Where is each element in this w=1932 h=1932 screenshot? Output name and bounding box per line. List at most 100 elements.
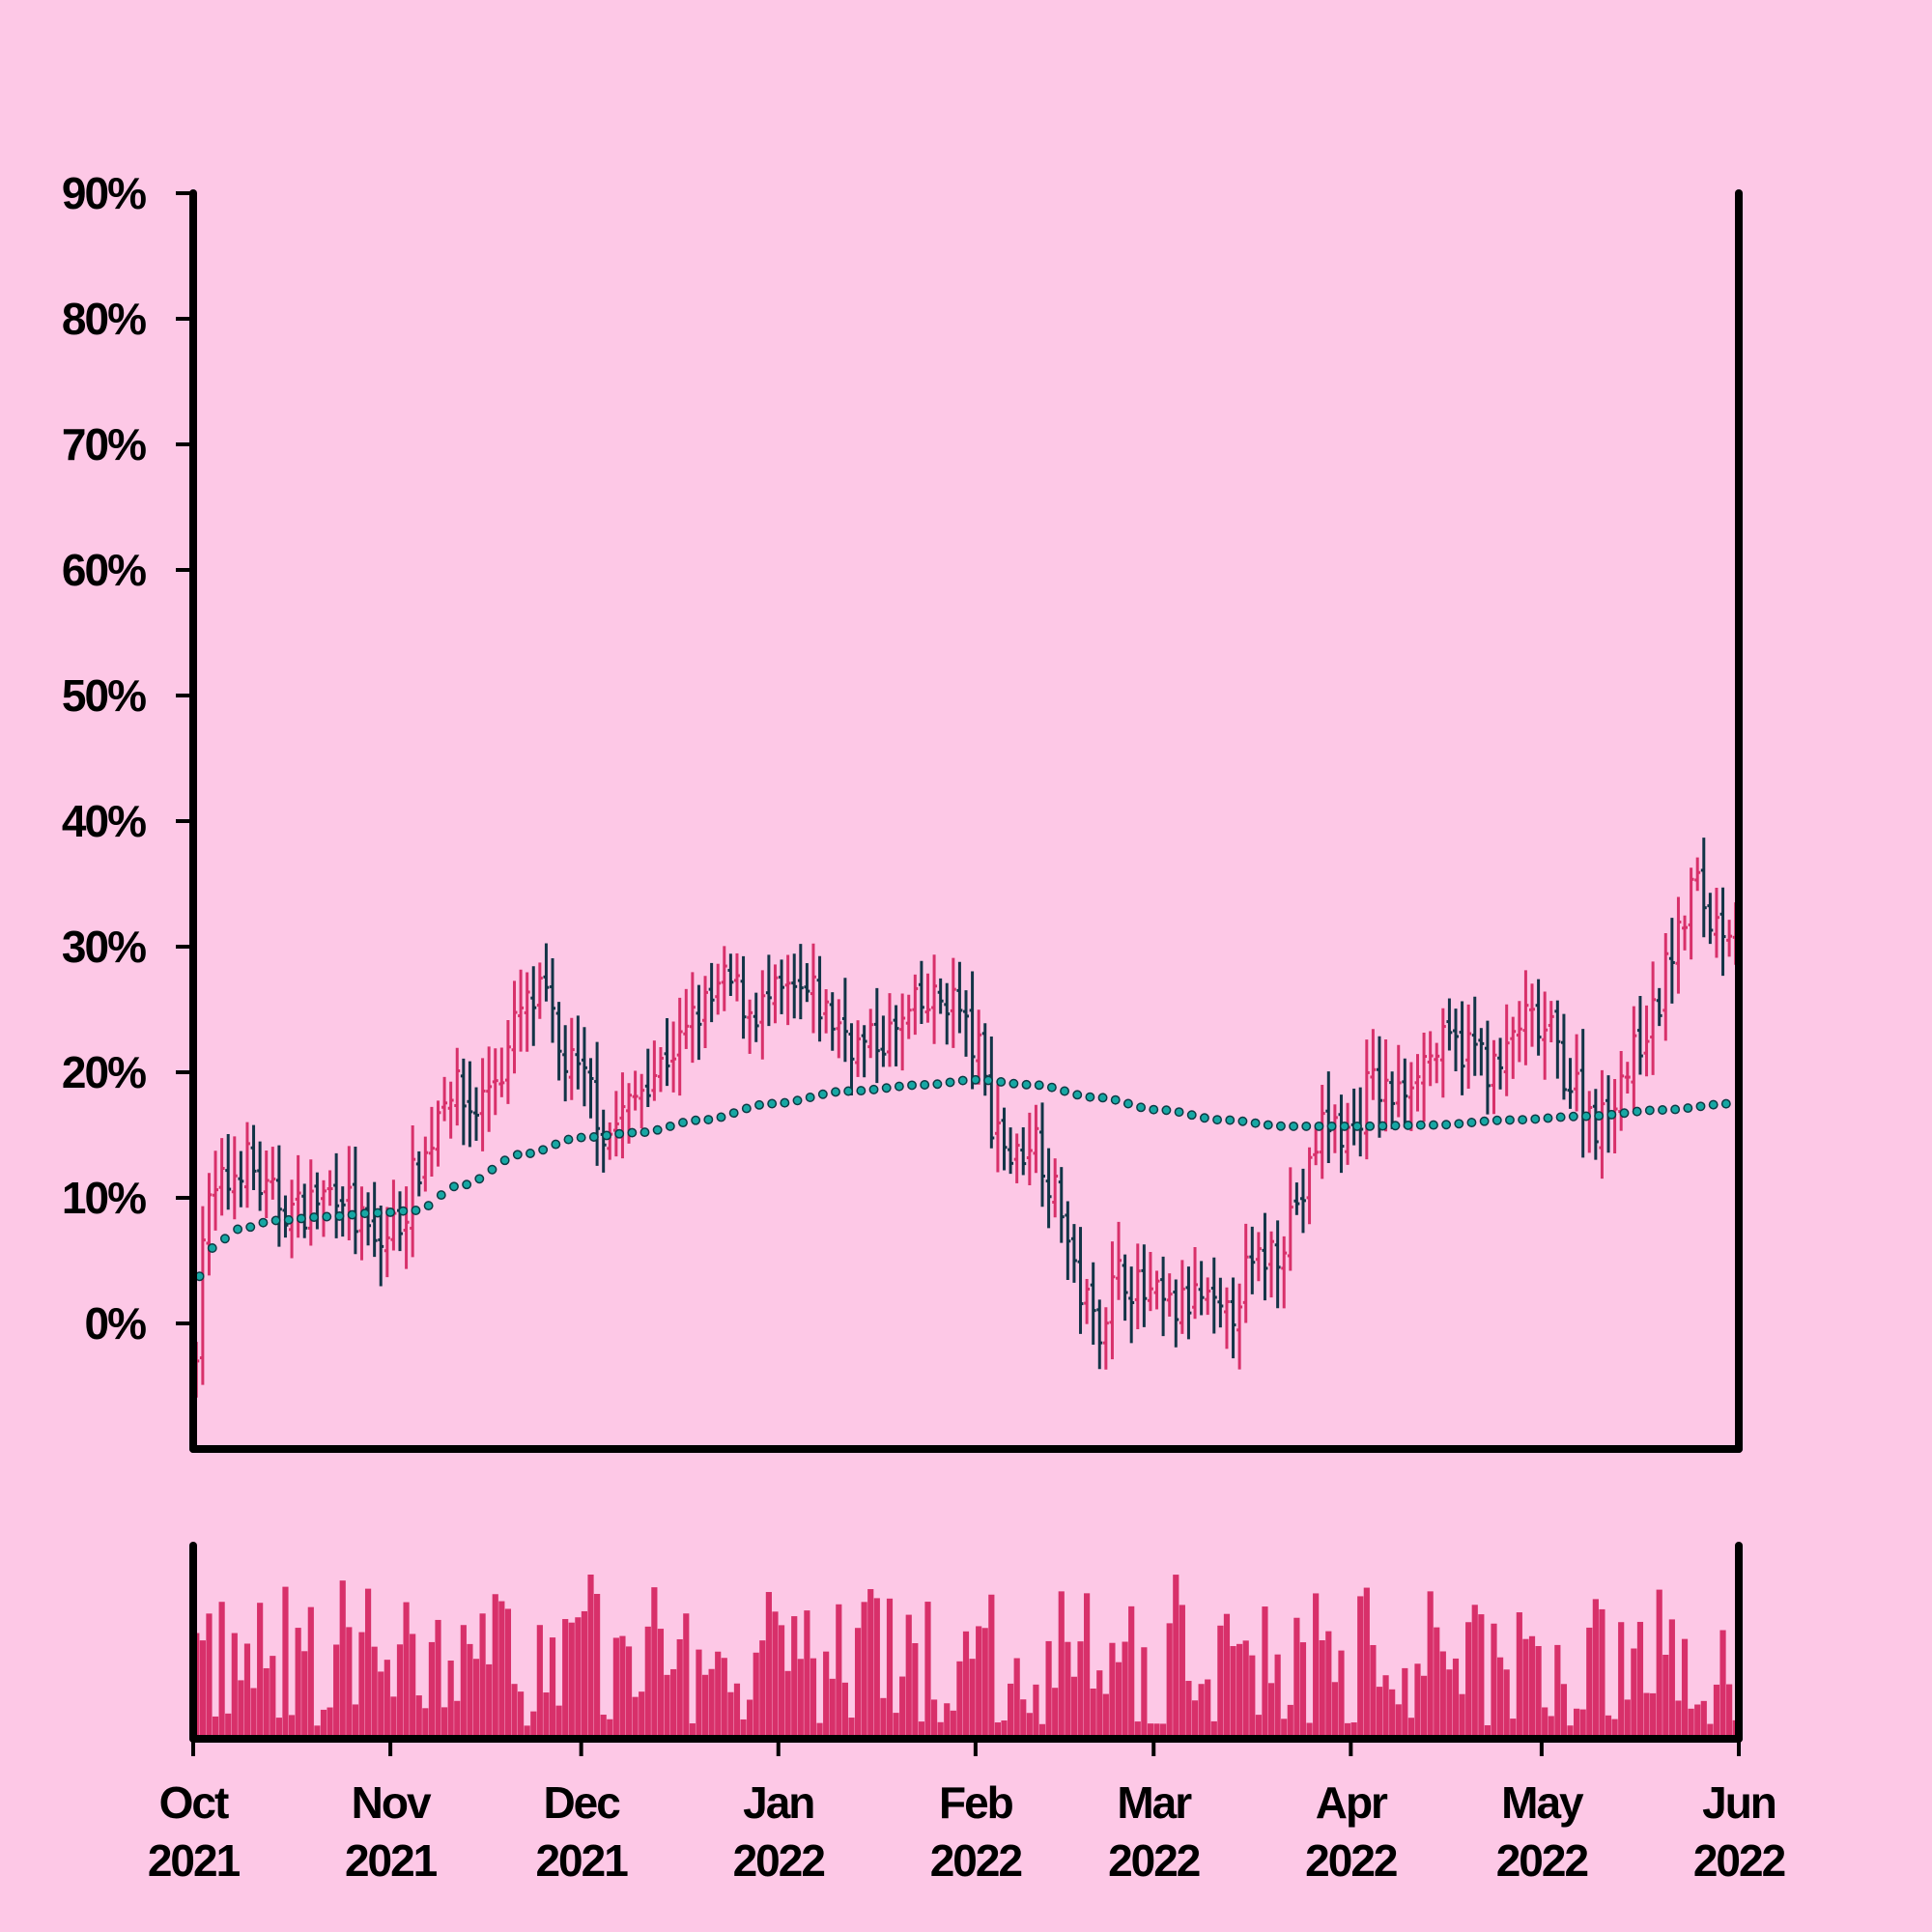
volume-bar bbox=[1077, 1641, 1084, 1739]
ohlc-bar bbox=[1497, 1037, 1504, 1090]
moving-average-point bbox=[372, 1208, 383, 1218]
moving-average-point bbox=[1161, 1105, 1172, 1116]
volume-bar bbox=[670, 1668, 677, 1739]
ohlc-bar bbox=[1439, 1008, 1446, 1098]
volume-bar bbox=[339, 1580, 346, 1739]
volume-bar bbox=[530, 1711, 537, 1739]
volume-bar bbox=[861, 1602, 867, 1739]
volume-bar bbox=[950, 1710, 956, 1739]
volume-bar bbox=[784, 1670, 791, 1739]
ohlc-bar bbox=[804, 963, 810, 1003]
moving-average-point bbox=[894, 1081, 904, 1092]
x-tick-label-month: Apr bbox=[1316, 1777, 1388, 1828]
ohlc-bar bbox=[327, 1170, 333, 1207]
volume-bar bbox=[320, 1709, 327, 1739]
ohlc-bar bbox=[1065, 1201, 1071, 1281]
volume-bar bbox=[988, 1594, 995, 1739]
ohlc-bar bbox=[651, 1040, 658, 1101]
moving-average-point bbox=[1263, 1120, 1273, 1130]
moving-average-point bbox=[436, 1190, 446, 1201]
ohlc-bar bbox=[1141, 1244, 1148, 1327]
volume-bar bbox=[415, 1695, 422, 1739]
moving-average-point bbox=[1632, 1106, 1642, 1117]
moving-average-point bbox=[996, 1076, 1007, 1087]
ohlc-bar bbox=[352, 1147, 358, 1255]
volume-bar bbox=[1382, 1675, 1389, 1739]
moving-average-point bbox=[1555, 1112, 1566, 1122]
volume-bar bbox=[1471, 1605, 1478, 1739]
volume-bar bbox=[676, 1638, 683, 1739]
volume-bar bbox=[479, 1613, 486, 1739]
volume-bar bbox=[518, 1691, 525, 1739]
ohlc-bar bbox=[1529, 983, 1535, 1047]
moving-average-point bbox=[1644, 1105, 1655, 1116]
moving-average-point bbox=[1441, 1120, 1452, 1130]
volume-bar bbox=[778, 1625, 785, 1739]
moving-average-point bbox=[526, 1149, 535, 1158]
volume-bar bbox=[886, 1598, 894, 1739]
volume-bar bbox=[1434, 1627, 1440, 1739]
volume-bar bbox=[1255, 1715, 1262, 1739]
volume-bar bbox=[410, 1634, 416, 1739]
ohlc-bar bbox=[1058, 1167, 1065, 1243]
moving-average-point bbox=[1518, 1115, 1528, 1125]
volume-bar bbox=[1223, 1613, 1231, 1739]
ohlc-bar bbox=[213, 1151, 219, 1231]
ohlc-bar bbox=[702, 976, 709, 1048]
volume-bar bbox=[511, 1684, 518, 1739]
ohlc-bar bbox=[1459, 1001, 1465, 1095]
ohlc-bar bbox=[1719, 887, 1726, 977]
ohlc-bar bbox=[1147, 1251, 1153, 1312]
moving-average-point bbox=[283, 1214, 294, 1225]
volume-bars bbox=[193, 1575, 1739, 1739]
x-tick-label-month: Jan bbox=[743, 1777, 813, 1828]
volume-bar bbox=[1350, 1722, 1357, 1739]
ohlc-bar bbox=[1045, 1148, 1052, 1229]
volume-bar bbox=[440, 1707, 448, 1739]
ohlc-bar bbox=[1535, 979, 1542, 1056]
volume-bar bbox=[994, 1722, 1002, 1739]
ohlc-bar bbox=[486, 1046, 493, 1132]
ohlc-bar bbox=[199, 1206, 206, 1385]
moving-average-point bbox=[1289, 1121, 1299, 1131]
moving-average-point bbox=[1492, 1115, 1502, 1125]
volume-bar bbox=[924, 1602, 931, 1739]
volume-bar bbox=[1681, 1638, 1689, 1739]
ohlc-bar bbox=[772, 964, 779, 1024]
ohlc-bar bbox=[740, 955, 747, 1039]
ohlc-bar bbox=[1217, 1277, 1224, 1328]
volume-bar bbox=[1567, 1725, 1574, 1739]
volume-bar bbox=[1446, 1669, 1453, 1739]
ohlc-bar bbox=[1153, 1270, 1160, 1310]
volume-bar bbox=[625, 1646, 633, 1739]
ohlc-bar bbox=[963, 990, 969, 1057]
volume-bar bbox=[1166, 1623, 1173, 1739]
volume-bar bbox=[1548, 1716, 1554, 1739]
volume-bar bbox=[937, 1721, 944, 1739]
volume-bar bbox=[301, 1651, 308, 1739]
volume-bar bbox=[447, 1661, 454, 1739]
ohlc-bar bbox=[1236, 1283, 1243, 1370]
volume-bar bbox=[1599, 1608, 1605, 1739]
volume-bar bbox=[765, 1592, 772, 1739]
volume-bar bbox=[396, 1644, 404, 1739]
ohlc-bar bbox=[1109, 1241, 1116, 1360]
volume-bar bbox=[1185, 1681, 1192, 1739]
moving-average-point bbox=[462, 1179, 472, 1190]
ohlc-bar bbox=[1077, 1227, 1084, 1334]
volume-bar bbox=[1242, 1640, 1249, 1739]
ohlc-bar bbox=[1052, 1158, 1059, 1218]
ohlc-bar bbox=[976, 1009, 982, 1085]
ohlc-bar bbox=[568, 1017, 575, 1100]
ohlc-bar bbox=[1478, 1028, 1485, 1076]
volume-bar bbox=[307, 1606, 314, 1739]
volume-bar bbox=[403, 1602, 410, 1739]
volume-bar bbox=[727, 1691, 734, 1739]
volume-bar bbox=[1503, 1669, 1510, 1739]
volume-bar bbox=[753, 1652, 759, 1739]
moving-average-point bbox=[780, 1097, 790, 1108]
ohlc-bar bbox=[1636, 995, 1643, 1075]
ohlc-bar bbox=[1662, 933, 1669, 1041]
ohlc-bar bbox=[797, 944, 804, 1020]
ohlc-bar bbox=[1522, 970, 1529, 1065]
